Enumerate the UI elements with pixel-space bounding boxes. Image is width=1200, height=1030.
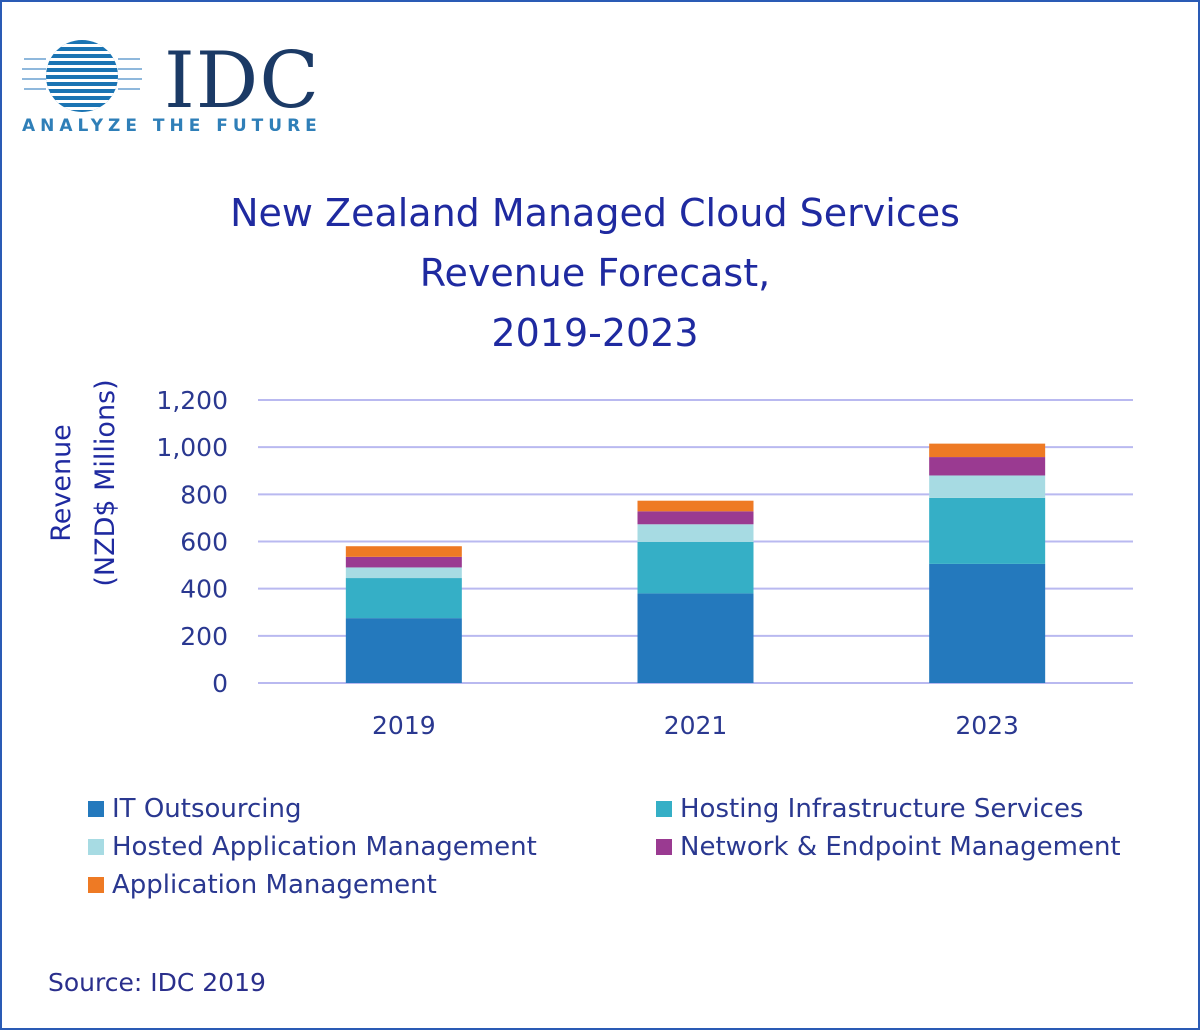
legend-item: Network & Endpoint Management	[656, 832, 1121, 862]
legend-label: IT Outsourcing	[112, 794, 302, 824]
bar-segment	[637, 593, 754, 683]
bar-segment	[345, 556, 462, 568]
chart-title-line-1: New Zealand Managed Cloud Services	[230, 191, 960, 235]
bar-segment	[929, 497, 1046, 564]
x-tick-label: 2019	[372, 711, 436, 740]
legend-swatch	[656, 839, 672, 855]
source-note: Source: IDC 2019	[48, 968, 266, 997]
y-tick-label: 200	[180, 622, 228, 651]
y-tick-label: 1,200	[156, 386, 228, 415]
y-tick-label: 400	[180, 575, 228, 604]
chart-title-line-2: Revenue Forecast,	[419, 251, 771, 295]
bar-segment	[929, 475, 1046, 498]
bar-segment	[345, 567, 462, 579]
legend-swatch	[88, 839, 104, 855]
legend-swatch	[656, 801, 672, 817]
legend-label: Hosted Application Management	[112, 832, 537, 862]
bar-segment	[637, 500, 754, 512]
bar-segment	[929, 457, 1046, 476]
logo-tagline: ANALYZE THE FUTURE	[22, 116, 322, 136]
bar-segment	[929, 563, 1046, 683]
chart-title-line-3: 2019-2023	[491, 311, 699, 355]
y-tick-label: 1,000	[156, 433, 228, 462]
bar-segment	[637, 524, 754, 542]
legend-label: Hosting Infrastructure Services	[680, 794, 1084, 824]
bar-segment	[345, 618, 462, 683]
legend-item: Hosted Application Management	[88, 832, 537, 862]
x-tick-label: 2021	[664, 711, 728, 740]
bar-segment	[345, 578, 462, 619]
legend-item: IT Outsourcing	[88, 794, 302, 824]
logo-wordmark: IDC	[164, 36, 321, 126]
bar-segment	[637, 541, 754, 594]
y-axis-label: Revenue	[46, 424, 77, 542]
bar-segment	[345, 546, 462, 557]
legend-label: Network & Endpoint Management	[680, 832, 1121, 862]
idc-logo: IDC ANALYZE THE FUTURE	[22, 34, 322, 144]
legend-swatch	[88, 801, 104, 817]
legend-swatch	[88, 877, 104, 893]
legend-item: Hosting Infrastructure Services	[656, 794, 1083, 824]
y-axis-label: (NZD$ Millions)	[90, 379, 121, 586]
globe-logo-icon	[22, 40, 142, 112]
bar-segment	[637, 511, 754, 525]
bar-segment	[929, 443, 1046, 458]
legend-label: Application Management	[112, 870, 437, 900]
y-tick-label: 800	[180, 480, 228, 509]
legend-item: Application Management	[88, 870, 437, 900]
y-tick-label: 600	[180, 528, 228, 557]
x-tick-label: 2023	[955, 711, 1019, 740]
y-tick-label: 0	[212, 669, 228, 698]
